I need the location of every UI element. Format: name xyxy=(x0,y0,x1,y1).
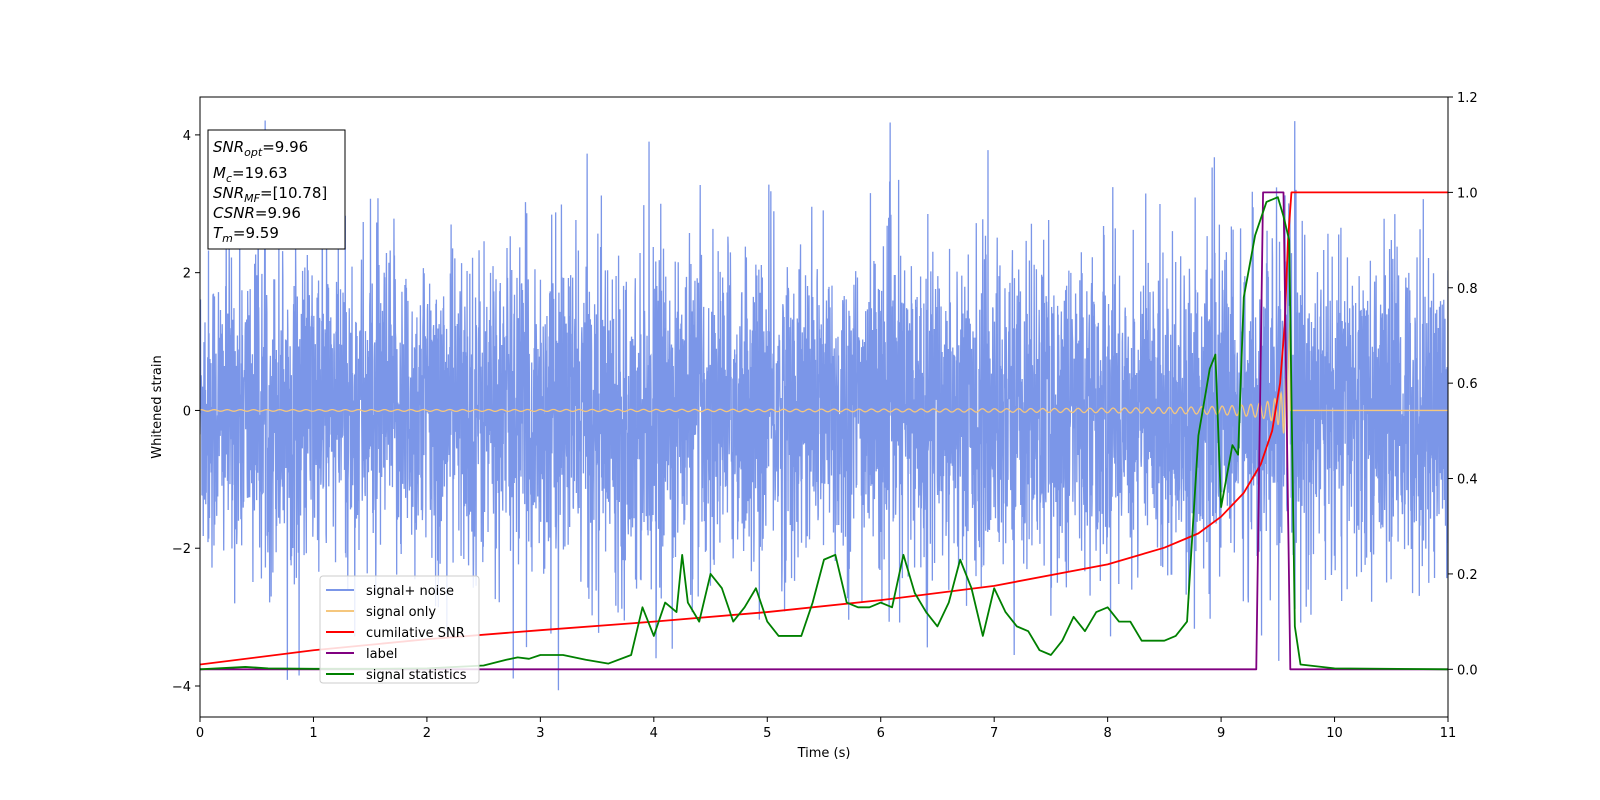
legend-label: signal statistics xyxy=(366,668,467,683)
info-box: SNRopt=9.96 Mc=19.63 SNRMF=[10.78] CSNR=… xyxy=(207,129,346,250)
y-tick-label: 4 xyxy=(183,129,191,144)
y2-tick-label: 0.0 xyxy=(1457,663,1478,678)
legend-label: label xyxy=(366,647,397,662)
x-axis-label: Time (s) xyxy=(797,746,851,761)
legend-items: signal+ noise signal only cumilative SNR la… xyxy=(326,584,467,683)
x-tick-label: 2 xyxy=(423,726,431,741)
series-cumulative-snr xyxy=(200,191,1448,666)
y-tick-label: −4 xyxy=(172,680,191,695)
series-label xyxy=(200,191,1448,671)
x-tick-label: 11 xyxy=(1440,726,1457,741)
y-axis-left: −4 −2 0 2 4 xyxy=(172,129,200,695)
legend: signal+ noise signal only cumilative SNR la… xyxy=(319,575,480,684)
y-tick-label: −2 xyxy=(172,542,191,557)
x-axis: 0 1 2 3 4 5 6 7 8 9 10 11 xyxy=(196,717,1456,741)
y2-tick-label: 0.8 xyxy=(1457,282,1478,297)
x-tick-label: 1 xyxy=(309,726,317,741)
info-tm: Tm=9.59 xyxy=(213,224,279,245)
y2-tick-label: 1.0 xyxy=(1457,186,1478,201)
x-tick-label: 10 xyxy=(1326,726,1343,741)
x-tick-label: 8 xyxy=(1103,726,1111,741)
x-tick-label: 5 xyxy=(763,726,771,741)
legend-label: signal+ noise xyxy=(366,584,454,599)
y2-tick-label: 0.2 xyxy=(1457,568,1478,583)
legend-label: signal only xyxy=(366,605,436,620)
y-tick-label: 0 xyxy=(183,404,191,419)
y-tick-label: 2 xyxy=(183,267,191,282)
x-tick-label: 0 xyxy=(196,726,204,741)
series-signal-statistics xyxy=(200,196,1448,671)
x-tick-label: 7 xyxy=(990,726,998,741)
y2-tick-label: 1.2 xyxy=(1457,91,1478,106)
y-axis-label: Whitened strain xyxy=(150,355,165,458)
y-axis-right: 0.0 0.2 0.4 0.6 0.8 1.0 1.2 xyxy=(1448,91,1478,678)
info-box-frame xyxy=(207,129,346,250)
plot-frame xyxy=(199,96,1449,718)
info-csnr: CSNR=9.96 xyxy=(213,204,301,222)
x-tick-label: 3 xyxy=(536,726,544,741)
info-mc: Mc=19.63 xyxy=(213,164,288,185)
plot-series xyxy=(200,120,1448,691)
legend-frame xyxy=(319,575,480,684)
info-snr-mf: SNRMF=[10.78] xyxy=(213,184,327,205)
legend-label: cumilative SNR xyxy=(366,626,465,641)
info-snr-opt: SNRopt=9.96 xyxy=(213,138,308,159)
y2-tick-label: 0.4 xyxy=(1457,473,1478,488)
x-tick-label: 6 xyxy=(877,726,885,741)
x-tick-label: 9 xyxy=(1217,726,1225,741)
x-tick-label: 4 xyxy=(650,726,658,741)
y2-tick-label: 0.6 xyxy=(1457,377,1478,392)
